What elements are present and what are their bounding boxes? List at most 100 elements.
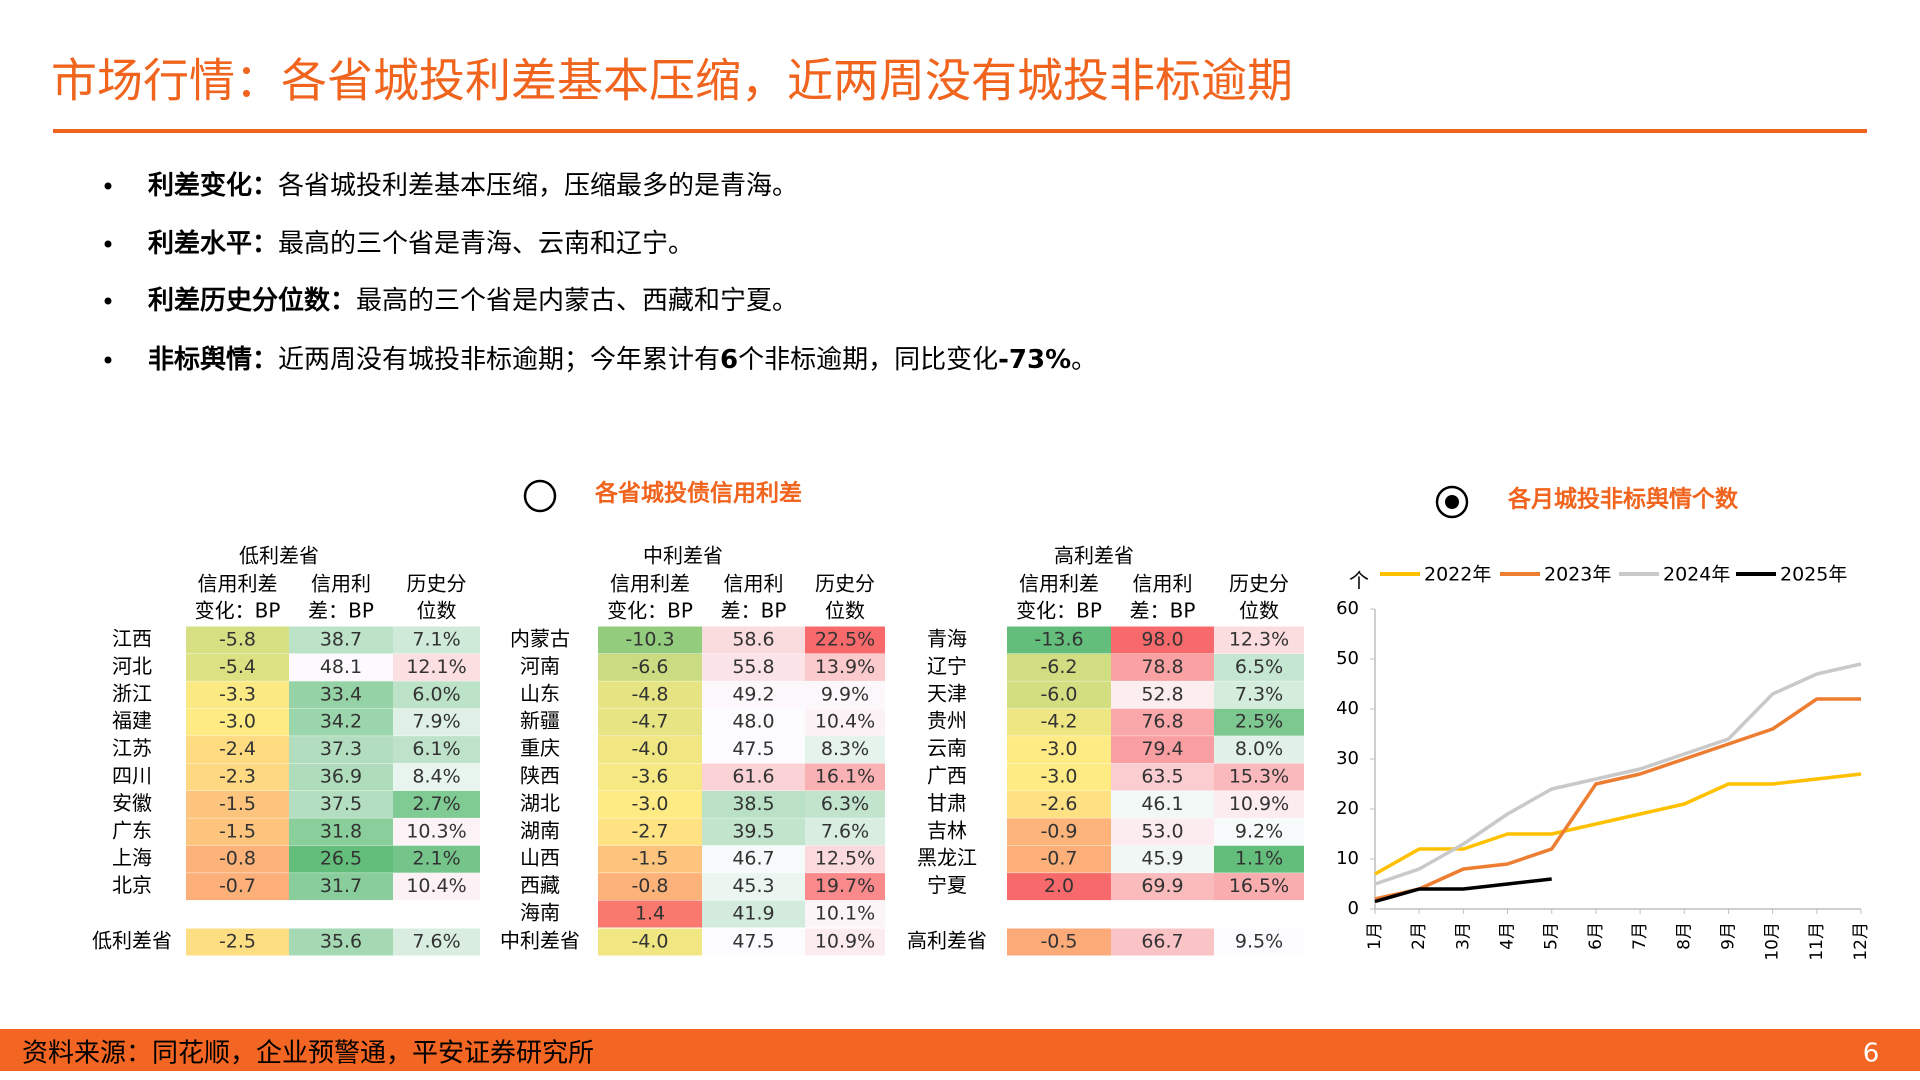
cell-value: 76.8 xyxy=(1141,711,1183,733)
cell-value: -4.0 xyxy=(631,931,668,953)
heat-cell xyxy=(702,763,805,791)
heat-cell xyxy=(393,928,480,956)
cell-value: 26.5 xyxy=(320,848,362,870)
heat-cell xyxy=(289,626,393,654)
footer-source: 资料来源：同花顺，企业预警通，平安证券研究所 xyxy=(22,1039,594,1069)
heat-cell xyxy=(1111,818,1214,846)
column-header: 信用利 xyxy=(1133,572,1193,596)
province-label: 北京 xyxy=(112,873,152,897)
heat-cell xyxy=(186,708,289,736)
x-tick-label: 2月 xyxy=(1409,922,1429,950)
heat-cell xyxy=(702,681,805,709)
cell-value: -1.5 xyxy=(219,820,256,842)
bullet-label: 非标舆情： xyxy=(148,344,278,375)
bullet-segment: 6 xyxy=(720,345,738,375)
heat-cell xyxy=(805,736,885,764)
bullet-segment: 各省城投利差基本压缩，压缩最多的是青海。 xyxy=(278,171,798,201)
cell-value: 66.7 xyxy=(1141,931,1183,953)
bullet-text: 非标舆情：近两周没有城投非标逾期；今年累计有6个非标逾期，同比变化-73%。 xyxy=(148,344,1097,375)
cell-value: 36.9 xyxy=(320,766,362,788)
cell-value: 22.5% xyxy=(815,629,875,651)
chart-title: 各月城投非标舆情个数 xyxy=(1507,486,1739,513)
heat-cell xyxy=(1007,763,1111,791)
column-header: 位数 xyxy=(825,599,865,623)
cell-value: 37.5 xyxy=(320,793,362,815)
cell-value: -0.9 xyxy=(1040,820,1077,842)
cell-value: -4.7 xyxy=(631,711,668,733)
cell-value: 7.9% xyxy=(412,711,460,733)
cell-value: -6.0 xyxy=(1040,683,1077,705)
province-label: 山西 xyxy=(520,846,560,870)
heat-cell xyxy=(186,928,289,956)
heat-cell xyxy=(1007,873,1111,901)
cell-value: 15.3% xyxy=(1229,766,1289,788)
cell-value: 34.2 xyxy=(320,711,362,733)
cell-value: -0.7 xyxy=(1040,848,1077,870)
cell-value: 38.5 xyxy=(732,793,774,815)
cell-value: 10.4% xyxy=(406,875,466,897)
province-label: 湖南 xyxy=(520,818,560,842)
province-label: 四川 xyxy=(112,764,152,788)
cell-value: 38.7 xyxy=(320,629,362,651)
cell-value: 9.9% xyxy=(821,683,869,705)
bullet-text: 利差变化：各省城投利差基本压缩，压缩最多的是青海。 xyxy=(148,170,798,201)
heat-cell xyxy=(1214,790,1304,818)
column-header: 差：BP xyxy=(721,599,787,623)
heat-cell xyxy=(598,873,702,901)
cell-value: 6.0% xyxy=(412,683,460,705)
heat-cell xyxy=(1007,845,1111,873)
heat-cell xyxy=(598,626,702,654)
cell-value: 7.3% xyxy=(1235,683,1283,705)
province-label: 重庆 xyxy=(520,736,560,760)
cell-value: -3.0 xyxy=(1040,766,1077,788)
heat-cell xyxy=(598,763,702,791)
heat-cell xyxy=(289,763,393,791)
bullet-text: 利差水平：最高的三个省是青海、云南和辽宁。 xyxy=(148,228,694,259)
heat-cell xyxy=(805,928,885,956)
heat-cell xyxy=(1111,873,1214,901)
cell-value: -1.5 xyxy=(219,793,256,815)
column-header: 位数 xyxy=(417,599,457,623)
heat-cell xyxy=(805,790,885,818)
bullet-dot xyxy=(104,240,112,248)
legend-label: 2025年 xyxy=(1780,564,1847,586)
x-tick-label: 3月 xyxy=(1453,922,1473,950)
column-header: 变化：BP xyxy=(607,599,693,623)
heat-cell xyxy=(598,900,702,928)
province-label: 山东 xyxy=(520,681,560,705)
column-header: 信用利 xyxy=(311,572,371,596)
column-header: 历史分 xyxy=(815,572,875,596)
x-tick-label: 12月 xyxy=(1851,922,1871,961)
cell-value: 6.1% xyxy=(412,738,460,760)
cell-value: -4.2 xyxy=(1040,711,1077,733)
heat-cell xyxy=(289,681,393,709)
cell-value: 8.3% xyxy=(821,738,869,760)
province-label: 湖北 xyxy=(520,791,560,815)
cell-value: 9.2% xyxy=(1235,820,1283,842)
heat-cell xyxy=(393,790,480,818)
series-line xyxy=(1374,772,1862,876)
cell-value: 8.4% xyxy=(412,766,460,788)
heat-cell xyxy=(393,818,480,846)
province-label: 甘肃 xyxy=(927,791,967,815)
column-header: 信用利差 xyxy=(198,572,278,596)
bullet-segment: 近两周没有城投非标逾期；今年累计有 xyxy=(278,345,720,375)
y-tick-label: 10 xyxy=(1336,848,1359,869)
x-tick-label: 11月 xyxy=(1807,922,1827,961)
province-label: 青海 xyxy=(927,627,967,651)
x-tick-label: 7月 xyxy=(1630,922,1650,950)
province-label: 内蒙古 xyxy=(510,627,570,651)
heat-cell xyxy=(1111,790,1214,818)
heat-cell xyxy=(702,708,805,736)
cell-value: -5.8 xyxy=(219,629,256,651)
cell-value: 7.6% xyxy=(412,931,460,953)
province-label: 辽宁 xyxy=(927,654,967,678)
heat-cell xyxy=(289,845,393,873)
cell-value: -1.5 xyxy=(631,848,668,870)
heat-cell xyxy=(393,736,480,764)
cell-value: 58.6 xyxy=(732,629,774,651)
heat-cell xyxy=(1214,626,1304,654)
heat-cell xyxy=(1111,626,1214,654)
cell-value: -3.0 xyxy=(219,711,256,733)
